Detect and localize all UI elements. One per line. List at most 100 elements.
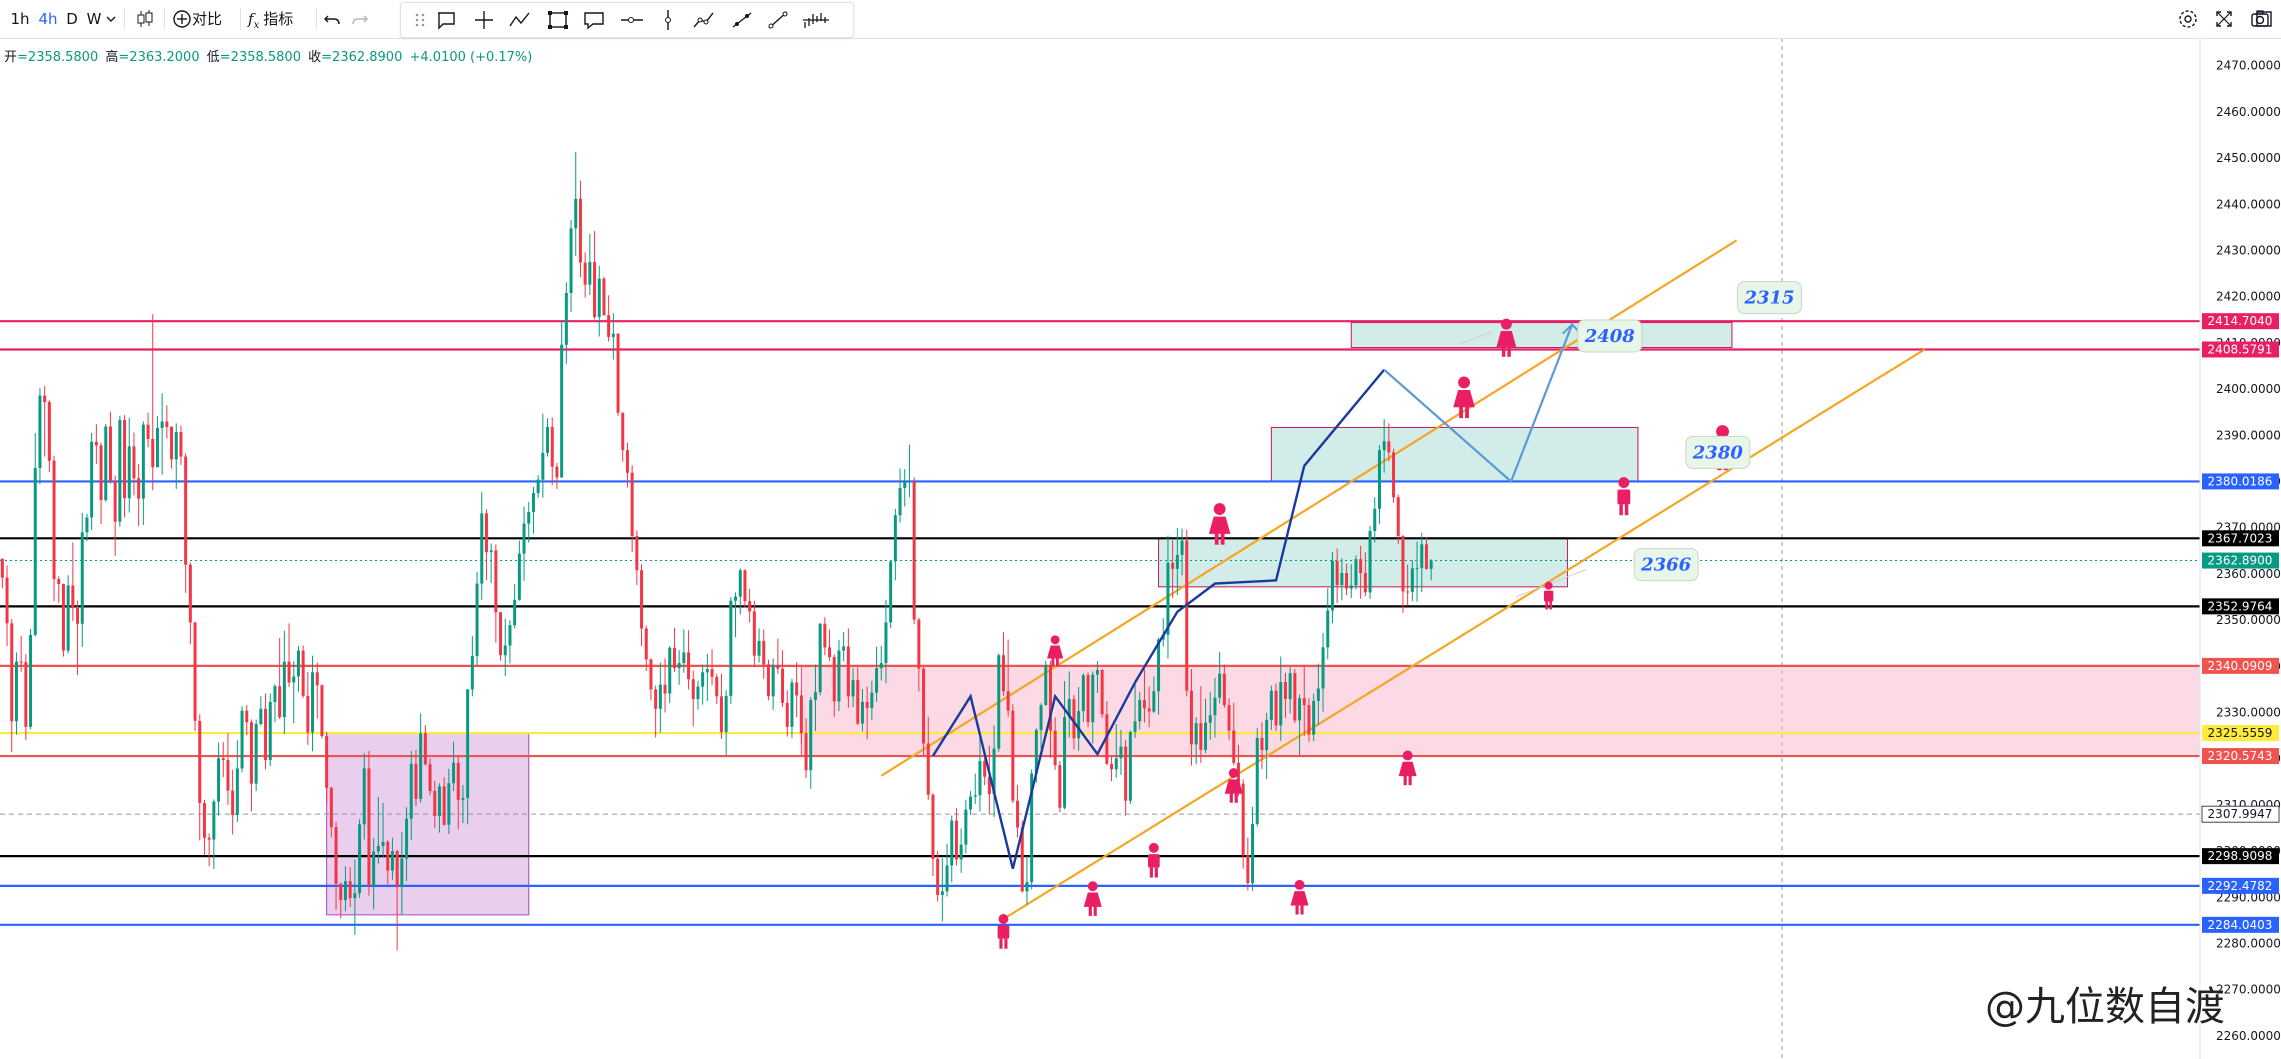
candle-body <box>1020 827 1024 892</box>
interval-4h[interactable]: 4h <box>38 10 58 28</box>
interval-d[interactable]: D <box>66 10 78 28</box>
candle <box>249 719 253 812</box>
price-label-bg <box>2202 473 2279 490</box>
candle-body <box>475 583 479 657</box>
candle <box>696 680 700 710</box>
candle <box>536 475 540 498</box>
candle <box>997 653 1001 752</box>
candle-body <box>1316 688 1320 701</box>
candle-body <box>423 733 427 765</box>
candle-body <box>240 710 244 769</box>
candle-body <box>983 761 987 777</box>
candle-body <box>987 776 991 795</box>
candle <box>564 282 568 364</box>
candle <box>757 628 761 663</box>
candle <box>1406 564 1410 605</box>
callout-tool-icon[interactable] <box>433 8 459 32</box>
candle-body <box>113 481 117 522</box>
candle-body <box>264 708 268 761</box>
y-tick-label: 2470.0000 <box>2216 59 2281 73</box>
horizontal-levels <box>0 320 2200 926</box>
settings-gear-icon[interactable] <box>2176 7 2200 31</box>
redo-icon[interactable] <box>348 7 372 31</box>
crosshair-tool-icon[interactable] <box>471 8 497 32</box>
interval-1h[interactable]: 1h <box>10 10 30 28</box>
candle <box>734 592 738 638</box>
candle <box>1429 559 1433 581</box>
trend-line-tool-icon[interactable] <box>729 8 755 32</box>
candle-body <box>273 686 277 702</box>
candle <box>578 180 582 278</box>
candle-body <box>282 661 286 718</box>
candle-body <box>907 481 911 483</box>
candle-body <box>14 661 18 722</box>
horizontal-ray-tool-icon[interactable] <box>619 8 645 32</box>
candle-body <box>1321 647 1325 689</box>
candle <box>672 627 676 672</box>
candle <box>931 793 935 877</box>
y-tick-label: 2440.0000 <box>2216 197 2281 211</box>
undo-icon[interactable] <box>320 7 344 31</box>
candle-body <box>978 761 982 796</box>
channel-line-1 <box>1002 348 1926 920</box>
candle-body <box>1420 544 1424 568</box>
ray-tool-icon[interactable] <box>765 8 791 32</box>
candle <box>799 689 803 744</box>
interval-w[interactable]: W <box>86 10 102 28</box>
candle-body <box>560 344 564 478</box>
ohlc-legend: 开=2358.5800 高=2363.2000 低=2358.5800 收=23… <box>4 46 535 65</box>
candle-body <box>1222 673 1226 706</box>
candle-body <box>292 676 296 683</box>
candle <box>889 560 893 628</box>
male-figure-icon <box>1543 581 1554 610</box>
bars-pattern-tool-icon[interactable] <box>801 8 829 32</box>
interval-dropdown-icon[interactable] <box>104 7 118 31</box>
candle <box>146 412 150 448</box>
annotations: 2408 2380 2366 2315 <box>1577 281 1803 582</box>
candle <box>668 645 672 704</box>
candle <box>489 543 493 584</box>
candle <box>137 463 141 527</box>
candle <box>1114 724 1118 778</box>
candle <box>1067 671 1071 738</box>
candle <box>499 611 503 661</box>
vertical-line-tool-icon[interactable] <box>655 8 681 32</box>
candle-body <box>306 695 310 733</box>
candle-body <box>1039 705 1043 731</box>
candle-body <box>616 333 620 413</box>
candle-body <box>583 262 587 285</box>
fullscreen-icon[interactable] <box>2212 7 2236 31</box>
candle-body <box>71 585 75 609</box>
candles-type-icon[interactable] <box>132 7 158 31</box>
price-label: 2320.5743 <box>2202 748 2279 765</box>
trend-path-tool-icon[interactable] <box>691 8 717 32</box>
rectangle-tool-icon[interactable] <box>545 8 571 32</box>
candle-body <box>1180 540 1184 555</box>
candle-body <box>574 198 578 229</box>
female-figure-icon <box>1083 881 1102 916</box>
drag-handle-icon[interactable] <box>407 8 433 32</box>
candle <box>837 639 841 712</box>
candle-body <box>47 402 51 461</box>
candle <box>1241 779 1245 869</box>
comment-tool-icon[interactable] <box>581 8 607 32</box>
candle-body <box>517 553 521 600</box>
candle <box>677 650 681 685</box>
candle-body <box>235 768 239 816</box>
candle-body <box>1298 698 1302 721</box>
polyline-tool-icon[interactable] <box>507 8 533 32</box>
candle-body <box>1016 800 1020 828</box>
candle <box>80 512 84 647</box>
candle <box>1166 535 1170 659</box>
candle-body <box>480 513 484 584</box>
candle <box>663 658 667 713</box>
candle-body <box>1189 690 1193 745</box>
candle-body <box>1396 497 1400 537</box>
indicators-button[interactable]: fx 指标 <box>248 7 312 31</box>
compare-button[interactable]: 对比 <box>172 7 236 31</box>
low-number: 2358.5800 <box>230 50 301 65</box>
candle <box>85 513 89 542</box>
camera-icon[interactable] <box>2248 7 2272 31</box>
price-label: 2298.9098 <box>2202 848 2279 865</box>
